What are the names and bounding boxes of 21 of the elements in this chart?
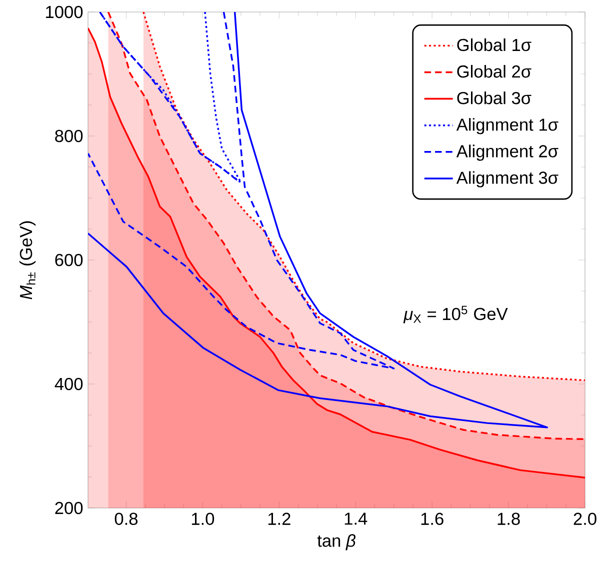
y-tick-label: 1000 (46, 6, 83, 18)
legend-label: Global 3σ (457, 92, 532, 104)
x-tick-label: 1.8 (498, 512, 520, 525)
y-tick-label: 200 (55, 502, 83, 514)
x-tick-label: 2.0 (574, 512, 596, 525)
legend-label: Global 1σ (457, 38, 532, 52)
y-tick-label: 800 (55, 130, 83, 142)
x-tick-label: 1.2 (268, 512, 290, 525)
y-axis-title: M$_{h±}$ (GeV) (19, 221, 36, 300)
legend-label: Global 2σ (457, 64, 532, 78)
y-tick-label: 600 (55, 254, 83, 266)
legend-label: Alignment 2σ (456, 144, 558, 161)
annotation: μ$_{X}$ = 10$^{5}$ GeV (403, 306, 508, 324)
legend-label: Alignment 1σ (456, 118, 558, 134)
x-tick-label: 0.8 (114, 512, 138, 525)
x-tick-label: 1.0 (192, 512, 214, 525)
y-tick-label: 400 (54, 378, 83, 390)
x-axis-title: tan β (317, 534, 356, 550)
x-tick-label: 1.6 (421, 512, 444, 525)
x-tick-label: 1.4 (344, 512, 368, 525)
legend-label: Alignment 3σ (456, 171, 558, 188)
